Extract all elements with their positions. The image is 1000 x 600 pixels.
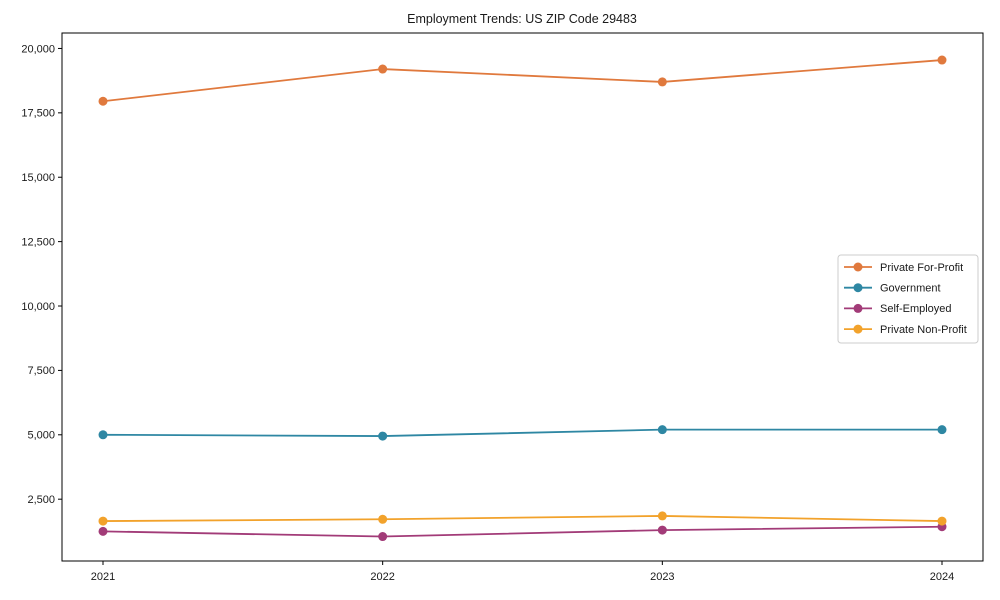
- data-point-marker: [657, 511, 667, 521]
- y-axis: 2,500 5,000 7,500 10,000 12,500 15,000 17,500 2…: [21, 43, 62, 506]
- legend-label: Self-Employed: [880, 303, 952, 315]
- legend-box: [837, 254, 979, 344]
- legend-sample-marker: [853, 303, 863, 313]
- legend-sample-marker: [853, 262, 863, 272]
- data-point-marker: [657, 425, 667, 435]
- data-point-marker: [378, 514, 388, 524]
- series-line: [102, 525, 943, 538]
- y-tick-label: 2,500: [27, 494, 55, 506]
- data-point-marker: [937, 516, 947, 526]
- legend-sample-marker: [853, 324, 863, 334]
- axes-frame: [61, 32, 984, 562]
- legend-label: Private Non-Profit: [880, 324, 967, 336]
- series-private-non-profit: [98, 511, 947, 526]
- data-point-marker: [937, 55, 947, 65]
- data-point-marker: [378, 431, 388, 441]
- x-tick-label: 2021: [91, 571, 115, 583]
- data-point-marker: [378, 532, 388, 542]
- x-axis: 2021 2022 2023 2024: [91, 561, 954, 583]
- y-tick-label: 20,000: [21, 43, 55, 55]
- data-point-marker: [378, 64, 388, 74]
- data-point-marker: [657, 77, 667, 87]
- legend-label: Government: [880, 283, 941, 295]
- legend-item-private-non-profit: Private Non-Profit: [844, 324, 967, 336]
- legend-item-private-for-profit: Private For-Profit: [844, 262, 963, 274]
- y-tick-label: 17,500: [21, 108, 55, 120]
- legend-item-government: Government: [844, 283, 941, 295]
- y-tick-label: 7,500: [27, 365, 55, 377]
- data-point-marker: [98, 96, 108, 106]
- chart-title: Employment Trends: US ZIP Code 29483: [407, 12, 637, 26]
- series-private-for-profit: [98, 55, 947, 106]
- data-point-marker: [98, 526, 108, 536]
- series-line: [102, 59, 943, 103]
- y-tick-label: 10,000: [21, 301, 55, 313]
- series-line: [102, 428, 942, 437]
- x-tick-label: 2023: [650, 571, 674, 583]
- y-tick-label: 5,000: [27, 430, 55, 442]
- legend: Private For-Profit Government Self-Employe…: [837, 254, 979, 344]
- series-line: [102, 515, 943, 522]
- series-self-employed: [98, 522, 947, 542]
- x-tick-label: 2024: [930, 571, 954, 583]
- legend-item-self-employed: Self-Employed: [844, 303, 952, 315]
- legend-sample-marker: [853, 283, 863, 293]
- data-point-marker: [937, 425, 947, 435]
- legend-label: Private For-Profit: [880, 262, 963, 274]
- data-point-marker: [98, 516, 108, 526]
- y-tick-label: 12,500: [21, 236, 55, 248]
- y-tick-label: 15,000: [21, 172, 55, 184]
- plot-area: 2,500 5,000 7,500 10,000 12,500 15,000 17,500 2…: [21, 32, 984, 583]
- x-tick-label: 2022: [370, 571, 394, 583]
- data-point-marker: [98, 430, 108, 440]
- data-point-marker: [657, 525, 667, 535]
- series-government: [98, 425, 947, 441]
